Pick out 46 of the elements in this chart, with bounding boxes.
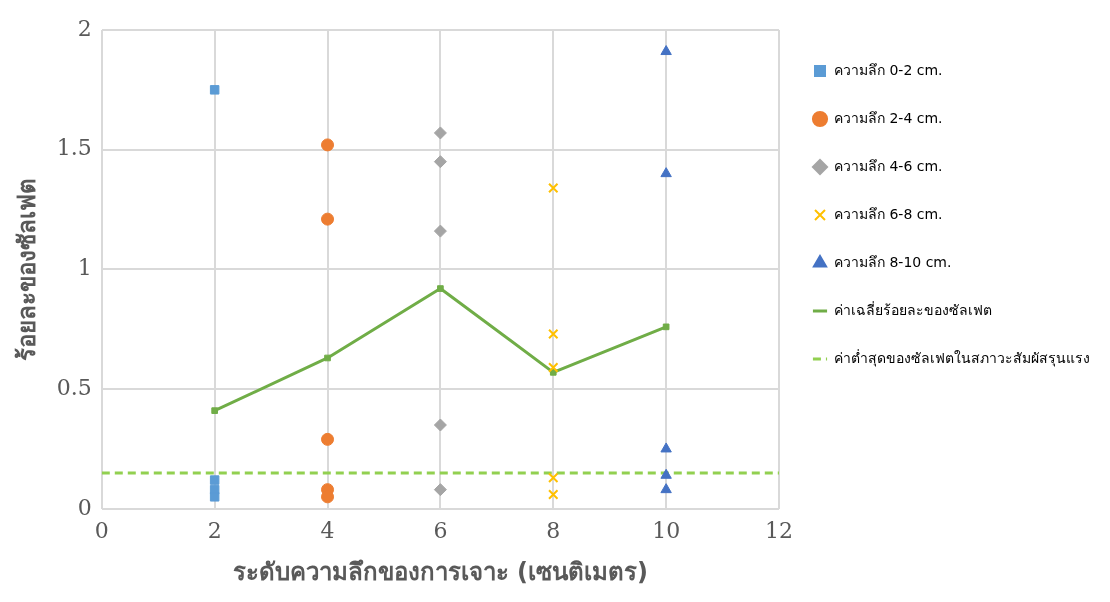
y-tick-label: 0 (77, 494, 92, 520)
y-tick-label: 1 (77, 255, 92, 281)
point (660, 442, 672, 453)
x-tick-label: 8 (546, 517, 561, 543)
legend-label: ความลึก 0-2 cm. (834, 61, 943, 78)
point (548, 362, 559, 373)
point (433, 418, 447, 432)
legend-label: ค่าเฉลี่ยร้อยละของซัลเฟต (834, 300, 992, 318)
point (437, 285, 444, 292)
point (660, 45, 672, 56)
point (433, 483, 447, 497)
point (433, 155, 447, 169)
legend-label: ความลึก 6-8 cm. (834, 205, 943, 222)
legend-label: ความลึก 8-10 cm. (834, 253, 952, 270)
point (662, 323, 670, 331)
point (548, 489, 559, 500)
legend-label: ความลึก 4-6 cm. (834, 157, 943, 174)
point (660, 468, 672, 479)
point (209, 85, 220, 95)
x-tick-label: 12 (765, 517, 793, 543)
x-tick-label: 4 (320, 517, 335, 543)
point (548, 182, 559, 194)
point (324, 354, 331, 362)
y-axis-title: ร้อยละของซัลเฟต (12, 177, 41, 361)
y-tick-label: 0.5 (56, 374, 92, 400)
point (660, 483, 672, 494)
y-tick-label: 2 (77, 15, 92, 41)
x-tick-label: 0 (94, 517, 109, 543)
point (548, 472, 559, 483)
legend-label: ความลึก 2-4 cm. (834, 109, 943, 126)
point (209, 475, 220, 485)
x-axis-title: ระดับความลึกของการเจาะ (เซนติเมตร) (232, 557, 649, 586)
point (433, 224, 447, 238)
point (321, 138, 335, 152)
point (211, 407, 218, 414)
point (548, 328, 559, 340)
x-tick-label: 2 (207, 517, 222, 543)
point (660, 167, 672, 178)
legend-label: ค่าต่ำสุดของซัลเฟตในสภาวะสัมผัสรุนแรง (834, 348, 1090, 367)
y-tick-label: 1.5 (56, 135, 92, 161)
x-tick-label: 10 (652, 517, 681, 543)
point (209, 492, 220, 502)
x-tick-label: 6 (433, 517, 448, 543)
point (321, 432, 335, 446)
point (321, 212, 335, 226)
point (433, 126, 447, 140)
